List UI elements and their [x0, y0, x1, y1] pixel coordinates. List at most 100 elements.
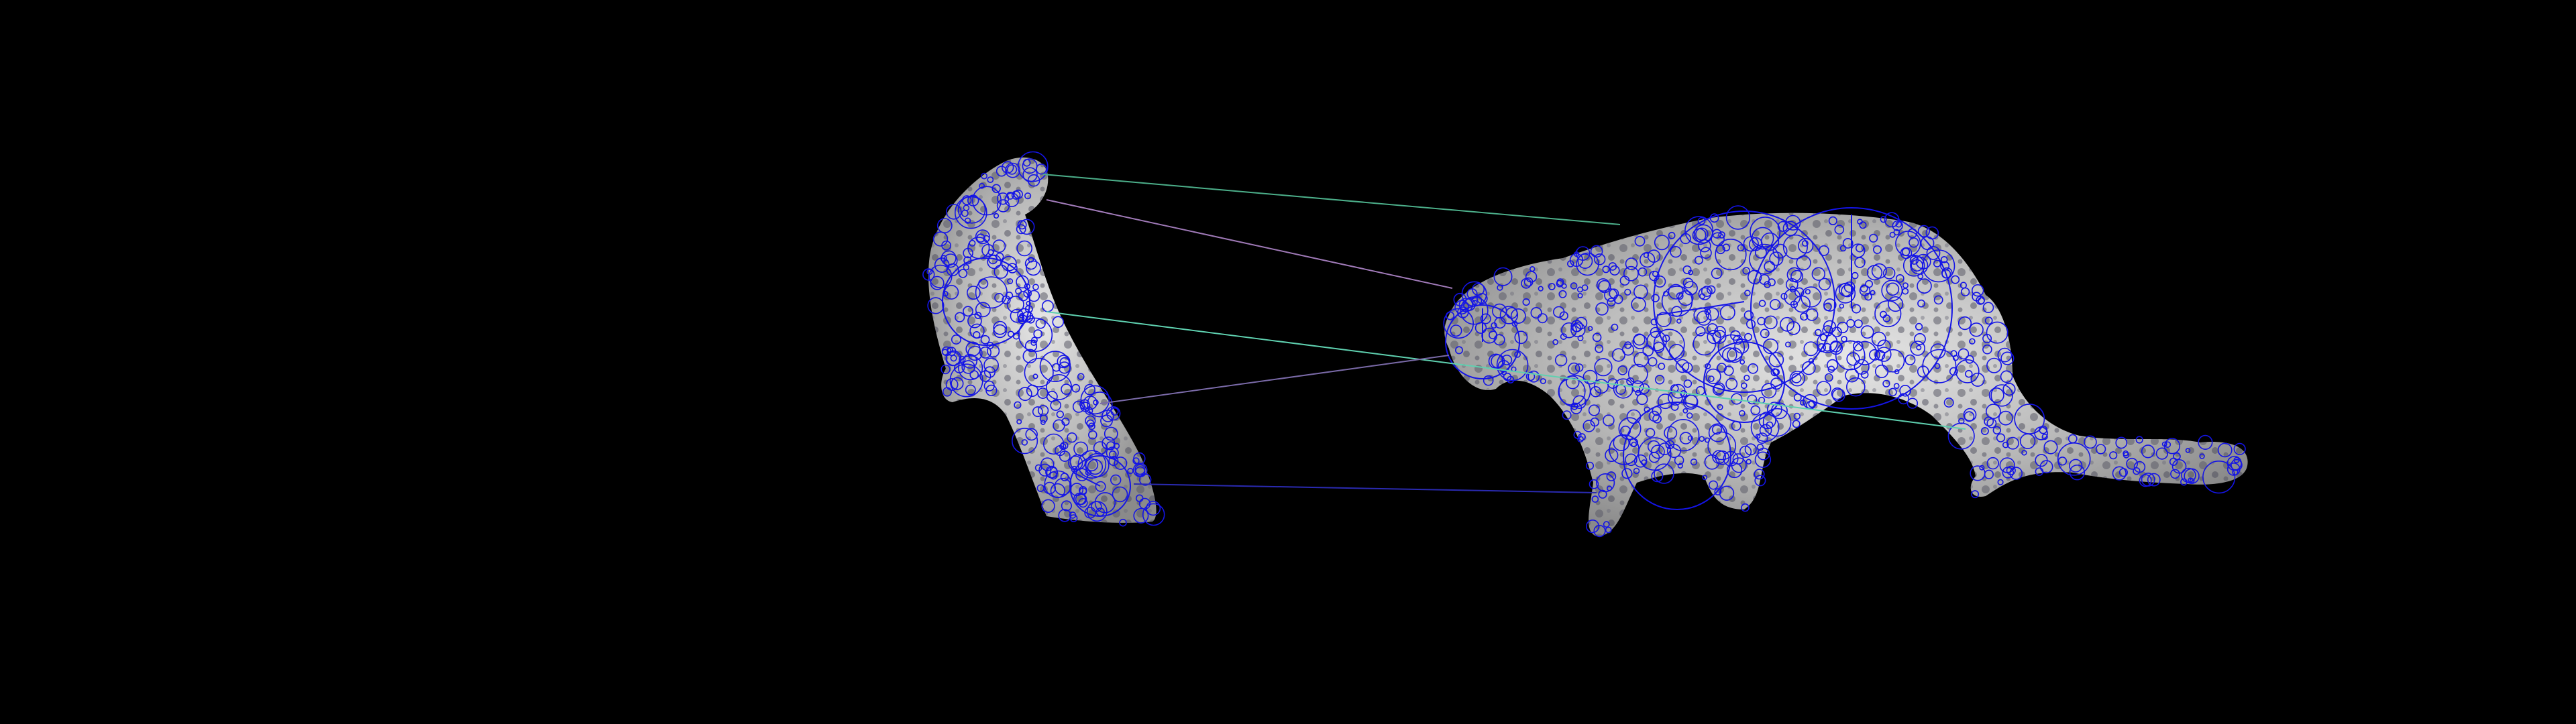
keypoint-circle: [1015, 288, 1022, 295]
keypoint-circle: [1604, 288, 1618, 302]
keypoint-circle: [1986, 357, 2002, 373]
keypoint-circle: [943, 253, 958, 268]
keypoint-circle: [1607, 298, 1616, 307]
keypoint-circle: [1916, 345, 1922, 351]
keypoint-circle: [958, 269, 968, 278]
keypoint-circle: [930, 276, 945, 290]
keypoint-circle: [1702, 475, 1708, 481]
keypoint-circle: [1034, 464, 1042, 472]
keypoint-circle: [1632, 334, 1648, 350]
left-keypoints: [922, 151, 1165, 527]
keypoint-circle: [1769, 251, 1784, 266]
keypoint-circle: [1514, 330, 1528, 345]
keypoint-circle: [1002, 295, 1011, 305]
keypoint-circle: [1817, 332, 1838, 353]
keypoint-circle: [961, 360, 975, 374]
left-object: [922, 151, 1165, 527]
keypoint-circle: [1930, 343, 1946, 359]
keypoint-circle: [1574, 363, 1584, 372]
keypoint-circle: [1979, 465, 1985, 471]
keypoint-circle: [1759, 424, 1772, 437]
keypoint-circle: [1811, 267, 1826, 281]
keypoint-circle: [1561, 322, 1577, 339]
keypoint-circle: [1497, 284, 1503, 291]
keypoint-circle: [1050, 400, 1061, 411]
keypoint-circle: [993, 324, 1007, 339]
keypoint-circle: [1651, 470, 1664, 483]
keypoint-circle: [1006, 296, 1024, 314]
keypoint-circle: [1514, 351, 1521, 358]
keypoint-circle: [1590, 417, 1600, 427]
keypoint-circle: [964, 217, 971, 224]
keypoint-circle: [1523, 277, 1534, 287]
keypoint-circle: [1700, 247, 1712, 259]
keypoint-circle: [1007, 278, 1014, 284]
keypoint-circle: [1493, 267, 1513, 286]
keypoint-circle: [1119, 518, 1127, 527]
keypoint-circle: [2170, 469, 2180, 479]
keypoint-circle: [1621, 468, 1633, 479]
keypoint-circle: [1756, 443, 1764, 451]
keypoint-circle: [1845, 368, 1860, 383]
keypoint-circle: [2069, 459, 2083, 473]
keypoint-circle: [1859, 221, 1867, 229]
keypoint-circle: [1719, 485, 1735, 501]
keypoint-circle: [1036, 484, 1045, 492]
keypoint-circle: [1028, 256, 1034, 263]
keypoint-circle: [1907, 398, 1919, 409]
keypoint-circle: [1650, 318, 1658, 326]
keypoint-circle: [1695, 326, 1706, 337]
keypoint-circle: [1827, 365, 1835, 373]
keypoint-circle: [2041, 433, 2048, 440]
keypoint-circle: [2068, 434, 2078, 444]
keypoint-circle: [1017, 314, 1028, 324]
keypoint-circle: [2199, 453, 2205, 459]
keypoint-circle: [1758, 411, 1776, 430]
keypoint-circle: [1743, 310, 1754, 320]
keypoint-circle: [953, 362, 965, 373]
keypoint-circle: [1695, 227, 1709, 241]
keypoint-circle: [1668, 231, 1676, 239]
keypoint-circle: [922, 268, 935, 281]
keypoint-circle: [1714, 326, 1726, 338]
keypoint-circle: [941, 364, 951, 375]
keypoint-circle: [1087, 459, 1104, 475]
keypoint-circle: [1917, 299, 1925, 308]
keypoint-circle: [1874, 300, 1902, 328]
keypoint-circle: [1031, 337, 1038, 344]
keypoint-circle: [979, 182, 985, 189]
keypoint-circle: [2006, 465, 2016, 475]
keypoint-circle: [1750, 405, 1761, 416]
keypoint-circle: [1870, 290, 1876, 296]
keypoint-circle: [1789, 370, 1806, 387]
keypoint-circle: [1815, 328, 1822, 337]
keypoint-circle: [1085, 469, 1092, 476]
keypoint-circle: [1801, 240, 1809, 247]
keypoint-circle: [963, 204, 970, 211]
keypoint-circle: [2115, 436, 2128, 449]
keypoint-circle: [1522, 298, 1530, 306]
keypoint-circle: [973, 331, 981, 339]
keypoint-circle: [1059, 357, 1070, 367]
keypoint-circle: [1893, 229, 1900, 236]
keypoint-circle: [1493, 334, 1505, 346]
keypoint-circle: [1717, 363, 1727, 373]
keypoint-circle: [1969, 322, 1984, 337]
keypoint-circle: [1028, 290, 1040, 302]
keypoint-circle: [1770, 368, 1779, 377]
keypoint-circle: [1527, 370, 1540, 383]
keypoint-circle: [1823, 343, 1832, 352]
keypoint-circle: [1725, 377, 1738, 390]
keypoint-circle: [1665, 440, 1675, 450]
keypoint-circle: [981, 172, 987, 180]
keypoint-circle: [1895, 231, 1921, 257]
keypoint-circle: [1985, 404, 2001, 420]
keypoint-circle: [1049, 471, 1058, 480]
keypoint-circle: [974, 312, 982, 319]
keypoint-circle: [1714, 488, 1722, 495]
keypoint-circle: [1798, 238, 1814, 254]
keypoint-circle: [1017, 308, 1032, 322]
keypoint-circle: [1027, 174, 1040, 187]
keypoint-circle: [1032, 406, 1043, 418]
